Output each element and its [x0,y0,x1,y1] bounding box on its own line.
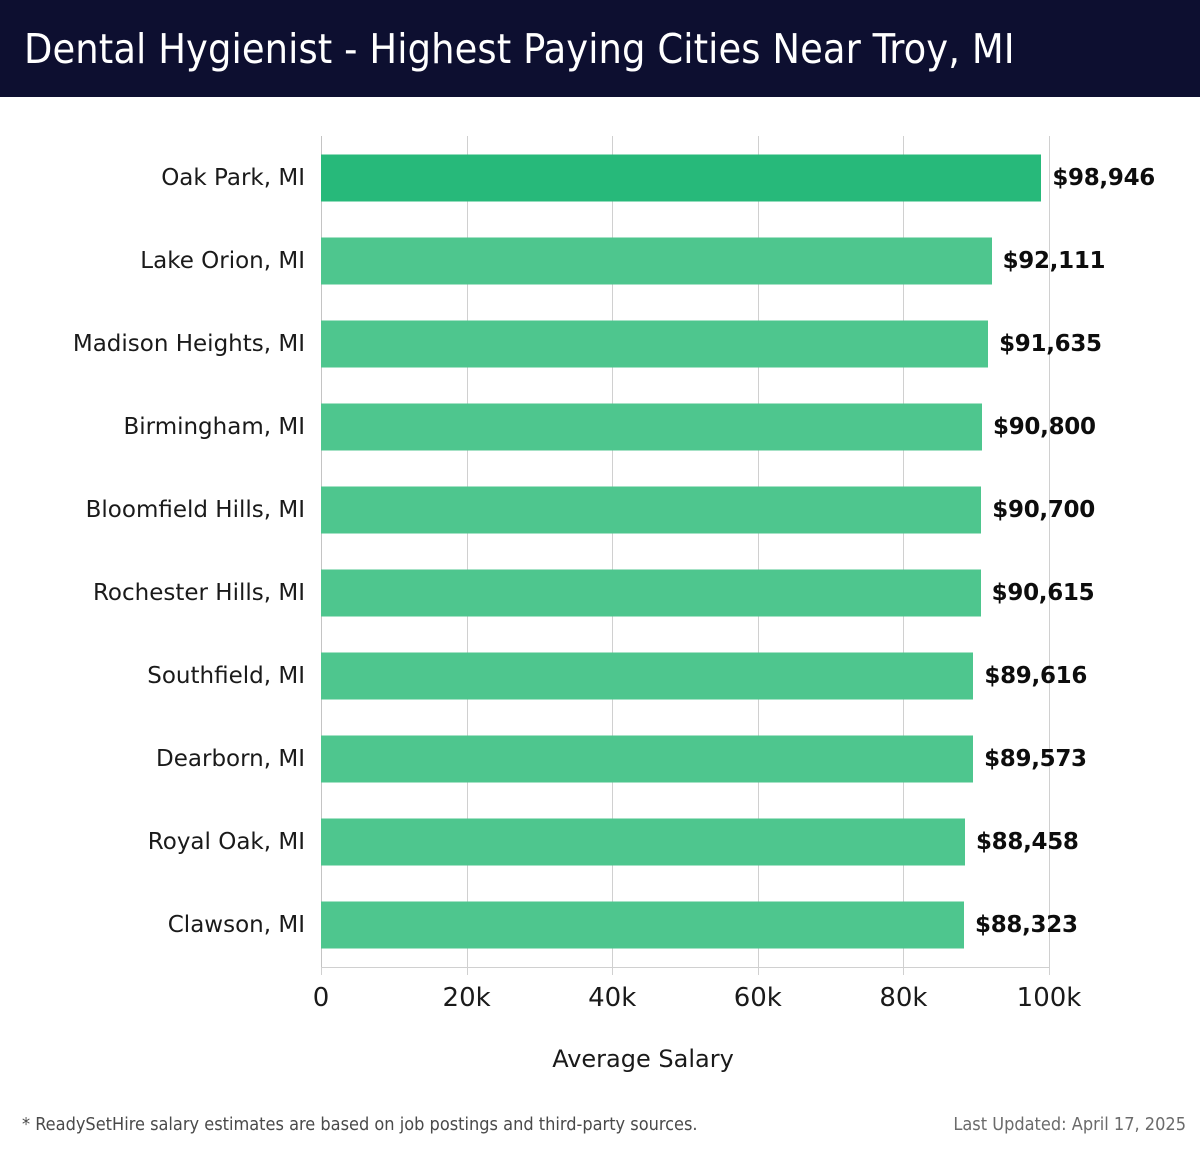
gridline [321,136,322,967]
category-label: Birmingham, MI [123,413,305,440]
x-tick-label: 20k [442,983,491,1013]
chart-container: Oak Park, MI $98,946 Lake Orion, MI $92,111… [0,97,1200,1158]
x-tick-label: 80k [879,983,928,1013]
bar[interactable] [321,486,982,534]
bar-value-label: $89,616 [984,663,1088,690]
x-axis-title-text: Average Salary [552,1045,734,1073]
bar-value-label: $88,323 [974,912,1078,939]
bar[interactable] [321,901,964,949]
bar[interactable] [321,818,965,866]
bar[interactable] [321,652,974,700]
gridline [466,136,468,967]
bar-row[interactable]: Birmingham, MI $90,800 [0,385,1200,468]
bar-row[interactable]: Bloomfield Hills, MI $90,700 [0,468,1200,551]
footer-last-updated: Last Updated: April 17, 2025 [953,1114,1186,1135]
bar-value-label: $91,635 [999,330,1102,357]
bar-value-label: $90,700 [992,496,1095,523]
bar[interactable] [321,403,983,451]
x-axis-line [321,967,1050,968]
bar-row[interactable]: Lake Orion, MI $92,111 [0,219,1200,302]
footer: * ReadySetHire salary estimates are base… [0,1114,1200,1158]
x-tick-mark [466,967,468,975]
bar-value-label: $90,615 [991,580,1095,607]
page-title: Dental Hygienist - Highest Paying Cities… [24,24,1015,73]
category-label: Oak Park, MI [161,164,305,191]
gridline [1049,136,1050,967]
bar-row[interactable]: Southfield, MI $89,616 [0,635,1200,718]
bar-value-label: $90,800 [993,413,1096,440]
x-tick-label: 100k [1016,983,1082,1013]
bar-value-label: $88,458 [975,829,1079,856]
bar-row[interactable]: Clawson, MI $88,323 [0,884,1200,967]
gridline [612,136,614,967]
footer-disclaimer: * ReadySetHire salary estimates are base… [22,1114,698,1135]
x-tick-mark [1049,967,1050,975]
bar[interactable] [321,237,992,285]
bar-value-label: $92,111 [1002,247,1106,274]
x-tick-label: 60k [733,983,782,1013]
gridline [903,136,905,967]
bar[interactable] [321,154,1042,202]
x-tick-label: 0 [312,983,330,1013]
category-label: Madison Heights, MI [72,330,305,357]
plot-area [321,136,1050,967]
x-tick-mark [903,967,905,975]
bar-row[interactable]: Royal Oak, MI $88,458 [0,801,1200,884]
category-label: Lake Orion, MI [140,247,305,274]
category-label: Southfield, MI [147,663,305,690]
category-label: Dearborn, MI [156,746,305,773]
x-tick-mark [321,967,322,975]
bar[interactable] [321,569,981,617]
title-banner: Dental Hygienist - Highest Paying Cities… [0,0,1200,97]
x-tick-mark [612,967,614,975]
bar-value-label: $89,573 [984,746,1087,773]
bar-value-label: $98,946 [1052,164,1155,191]
bar[interactable] [321,320,989,368]
x-tick-mark [757,967,759,975]
category-label: Royal Oak, MI [147,829,305,856]
bar-row[interactable]: Madison Heights, MI $91,635 [0,302,1200,385]
x-tick-label: 40k [588,983,637,1013]
bar[interactable] [321,735,974,783]
category-label: Clawson, MI [167,912,305,939]
bar-row[interactable]: Oak Park, MI $98,946 [0,136,1200,219]
category-label: Rochester Hills, MI [92,580,305,607]
bar-row[interactable]: Dearborn, MI $89,573 [0,718,1200,801]
gridline [757,136,759,967]
x-axis-title: Average Salary [0,1045,1200,1073]
category-label: Bloomfield Hills, MI [85,496,305,523]
bar-row[interactable]: Rochester Hills, MI $90,615 [0,552,1200,635]
